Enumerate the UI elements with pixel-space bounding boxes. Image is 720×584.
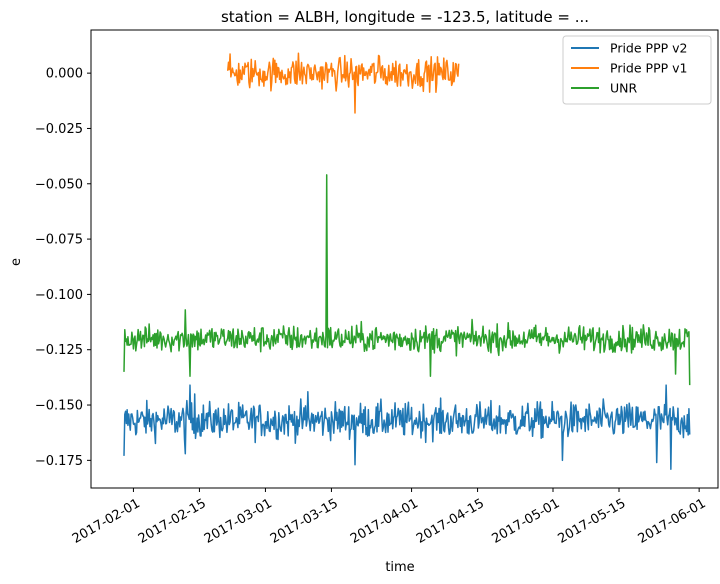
y-tick-label-6: −0.150	[35, 399, 83, 414]
y-tick-label-5: −0.125	[35, 343, 83, 358]
series-line-0	[123, 384, 691, 470]
series-line-1	[226, 52, 460, 114]
x-tick-label-3: 2017-03-15	[268, 496, 341, 547]
y-axis: 0.000 −0.025 −0.050 −0.075 −0.100 −0.125 −0.15…	[35, 67, 91, 469]
y-axis-label: e	[9, 258, 24, 266]
legend-label-2: UNR	[610, 81, 637, 96]
y-tick-label-0: 0.000	[46, 67, 83, 82]
y-tick-label-1: −0.025	[35, 122, 83, 137]
x-axis-label: time	[385, 560, 414, 575]
legend-label-0: Pride PPP v2	[610, 41, 687, 56]
chart-title: station = ALBH, longitude = -123.5, lati…	[221, 8, 589, 26]
plot-frame	[90, 29, 719, 489]
x-axis: 2017-02-012017-02-152017-03-012017-03-15…	[70, 488, 709, 547]
x-tick-label-1: 2017-02-15	[136, 496, 209, 547]
y-tick-label-7: −0.175	[35, 454, 83, 469]
series-line-2	[123, 174, 691, 386]
y-tick-label-3: −0.075	[35, 233, 83, 248]
x-tick-label-5: 2017-04-15	[414, 496, 487, 547]
legend-box	[562, 35, 712, 105]
series-layer	[123, 52, 691, 470]
x-tick-label-4: 2017-04-01	[348, 496, 421, 547]
x-tick-label-7: 2017-05-15	[555, 496, 628, 547]
x-tick-label-6: 2017-05-01	[489, 496, 562, 547]
x-tick-label-8: 2017-06-01	[636, 496, 709, 547]
legend: Pride PPP v2 Pride PPP v1 UNR	[562, 35, 712, 105]
x-tick-label-0: 2017-02-01	[70, 496, 143, 547]
x-tick-label-2: 2017-03-01	[202, 496, 275, 547]
y-tick-label-2: −0.050	[35, 177, 83, 192]
legend-label-1: Pride PPP v1	[610, 61, 687, 76]
y-tick-label-4: −0.100	[35, 288, 83, 303]
